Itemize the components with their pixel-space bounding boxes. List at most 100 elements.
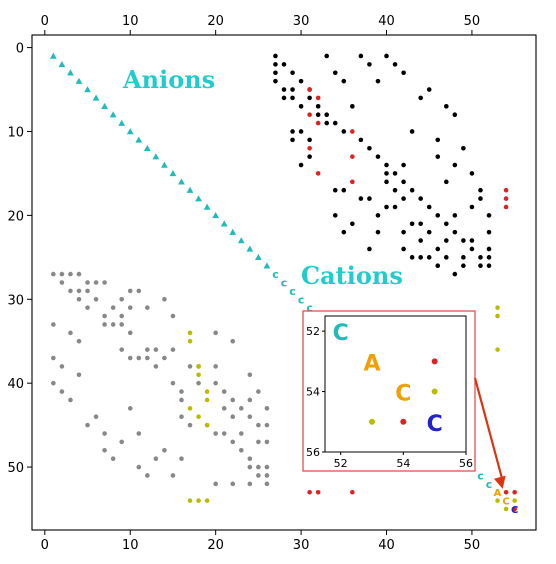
data-point [230, 439, 236, 445]
data-point [478, 187, 483, 193]
data-point [367, 145, 372, 151]
y-tick-label: 50 [7, 461, 24, 476]
data-point [418, 255, 423, 260]
data-point [145, 473, 150, 478]
data-point [247, 456, 253, 461]
x-tick-label-top: 10 [122, 14, 139, 29]
data-point [221, 389, 227, 394]
data-point [418, 238, 423, 243]
triangle-point [195, 195, 202, 202]
data-point [350, 129, 355, 134]
triangle-point [212, 211, 220, 219]
data-point [461, 263, 466, 269]
data-point [298, 104, 304, 109]
data-point [179, 414, 184, 420]
c-marker-point: c [281, 277, 288, 290]
data-point [444, 104, 449, 109]
data-point [495, 498, 500, 503]
data-point [51, 380, 56, 386]
inset-x-tick-label: 56 [459, 457, 473, 470]
inset-point [369, 418, 375, 425]
letter-point: C [502, 497, 509, 508]
data-point [110, 305, 116, 310]
data-point [162, 355, 167, 361]
data-point [478, 263, 483, 269]
zoom-arrow [473, 377, 504, 482]
data-point [196, 498, 201, 503]
data-point [179, 397, 184, 403]
inset-letter: A [363, 351, 380, 376]
data-point [256, 422, 261, 428]
data-point [392, 204, 398, 210]
data-point [256, 389, 261, 394]
data-point [358, 137, 364, 143]
inset-point [431, 358, 438, 365]
data-point [409, 255, 415, 260]
data-point [495, 313, 500, 319]
data-point [51, 271, 56, 277]
data-point [68, 397, 73, 403]
data-point [102, 313, 107, 319]
data-point [426, 255, 432, 260]
inset-frame [324, 315, 467, 453]
triangle-point [229, 228, 237, 235]
data-point [187, 364, 193, 369]
data-point [119, 313, 124, 319]
data-point [401, 70, 406, 76]
data-point [145, 355, 150, 361]
data-point [213, 380, 218, 386]
data-point [136, 464, 142, 470]
triangle-point [75, 77, 83, 84]
data-point [264, 481, 270, 487]
data-point [247, 464, 253, 470]
data-point [503, 187, 509, 193]
data-point [375, 154, 381, 159]
data-point [196, 380, 201, 386]
data-point [384, 204, 389, 210]
data-point [290, 70, 295, 76]
data-point [230, 414, 236, 420]
data-point [315, 112, 321, 118]
data-point [153, 456, 159, 461]
data-point [290, 129, 295, 134]
x-tick-label-bottom: 0 [41, 538, 49, 553]
data-point [307, 145, 312, 151]
data-point [85, 280, 90, 285]
data-point [350, 104, 355, 109]
data-point [307, 137, 312, 143]
data-point [264, 439, 270, 445]
data-point [452, 112, 458, 118]
data-point [384, 171, 389, 176]
data-point [170, 473, 176, 478]
data-point [59, 280, 65, 285]
data-point [204, 498, 210, 503]
data-point [170, 347, 176, 352]
data-point [418, 221, 423, 227]
data-point [273, 70, 278, 76]
data-point [375, 229, 381, 235]
data-point [486, 263, 492, 269]
data-point [392, 171, 398, 176]
data-point [273, 78, 278, 84]
data-point [127, 406, 133, 411]
y-tick-label: 40 [7, 377, 24, 392]
data-point [324, 120, 330, 126]
data-point [136, 355, 142, 361]
data-point [307, 112, 312, 118]
data-point [426, 204, 432, 210]
inset-y-tick-label: 54 [306, 386, 320, 399]
data-point [290, 137, 295, 143]
data-point [213, 431, 218, 436]
data-point [341, 78, 347, 84]
data-point [495, 347, 500, 352]
triangle-point [169, 170, 177, 177]
data-point [486, 229, 492, 235]
inset-x-tick-label: 54 [396, 457, 410, 470]
data-point [332, 120, 338, 126]
x-tick-label-top: 20 [207, 14, 224, 29]
data-point [281, 95, 287, 101]
data-point [196, 372, 201, 378]
triangle-point [118, 119, 126, 126]
data-point [409, 129, 415, 134]
inset-x-tick-label: 52 [334, 457, 348, 470]
